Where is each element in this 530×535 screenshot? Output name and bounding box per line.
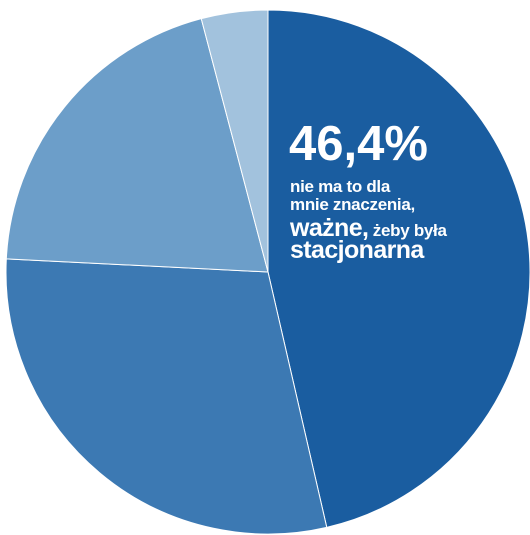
pie-slices [5,9,530,535]
slice-1-description-line-3-rest: żeby była [368,221,447,240]
slice-1-description-line-4: stacjonarna [290,236,424,264]
slice-1-percent-label: 46,4% [289,117,428,171]
pie-slice-1 [267,9,530,528]
slice-1-description-line-1: nie ma to dla [290,177,391,196]
pie-slice-3 [5,18,269,273]
pie-slice-4 [200,9,269,273]
slice-1-emphasis-text: ważne, [290,214,369,242]
slice-1-description-line-2: mnie znaczenia, [290,195,415,214]
slice-1-description-line-3: ważne, żeby była [290,214,447,242]
pie-slice-2 [5,258,328,535]
